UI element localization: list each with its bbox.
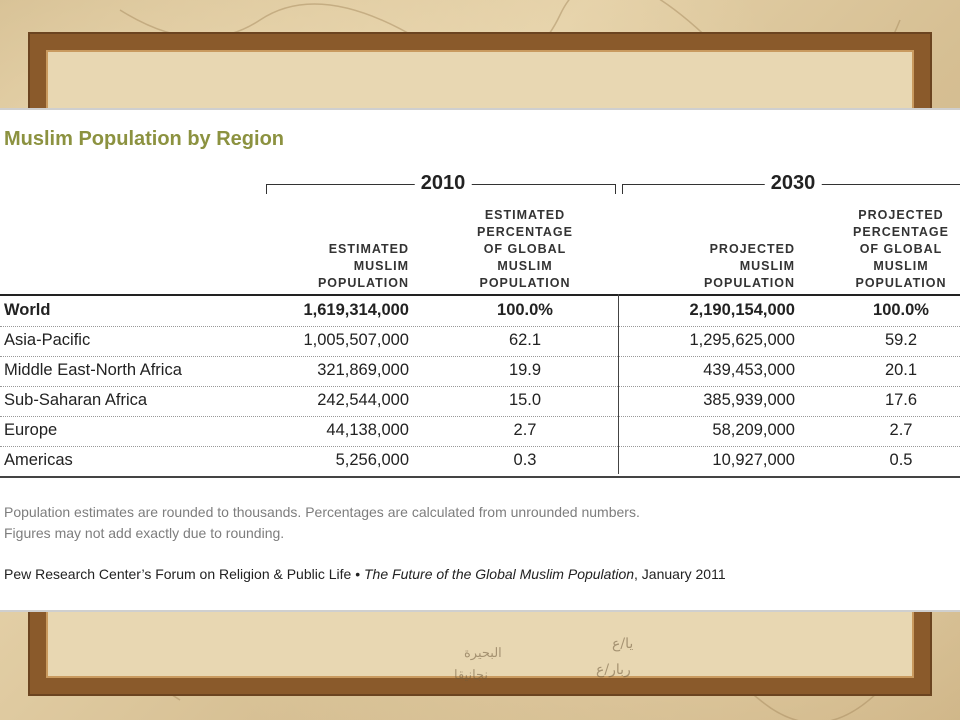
population-2030: 439,453,000 (703, 361, 795, 379)
population-2030: 385,939,000 (703, 391, 795, 409)
table-row: Asia-Pacific 1,005,507,000 62.1 1,295,62… (0, 326, 960, 357)
column-header-projected-percentage: PROJECTED PERCENTAGE OF GLOBAL MUSLIM PO… (853, 208, 949, 290)
source-credit: Pew Research Center’s Forum on Religion … (4, 566, 726, 582)
region-name: Asia-Pacific (4, 331, 91, 349)
percentage-2010: 0.3 (513, 451, 537, 469)
percentage-2030: 0.5 (889, 451, 913, 469)
map-label: ربار/ع (596, 662, 631, 678)
population-2030: 1,295,625,000 (689, 331, 795, 349)
table-title: Muslim Population by Region (4, 128, 284, 150)
table-row: Middle East-North Africa 321,869,000 19.… (0, 356, 960, 387)
percentage-2010: 2.7 (513, 421, 537, 439)
source-prefix: Pew Research Center’s Forum on Religion … (4, 566, 364, 582)
percentage-2030: 17.6 (884, 391, 918, 409)
table-row: World 1,619,314,000 100.0% 2,190,154,000… (0, 296, 960, 327)
region-name: Sub-Saharan Africa (4, 391, 148, 409)
header-rule (0, 294, 960, 296)
region-name: Middle East-North Africa (4, 361, 182, 379)
percentage-2030: 100.0% (873, 301, 929, 319)
population-2010: 242,544,000 (317, 391, 409, 409)
column-header-estimated-percentage: ESTIMATED PERCENTAGE OF GLOBAL MUSLIM PO… (477, 208, 573, 290)
population-2030: 2,190,154,000 (689, 301, 795, 319)
table-row: Sub-Saharan Africa 242,544,000 15.0 385,… (0, 386, 960, 417)
population-2030: 10,927,000 (712, 451, 795, 469)
column-header-estimated-population: ESTIMATED MUSLIM POPULATION (317, 242, 409, 290)
table-row: Americas 5,256,000 0.3 10,927,000 0.5 (0, 446, 960, 478)
footnote: Population estimates are rounded to thou… (4, 504, 640, 541)
table-row: Europe 44,138,000 2.7 58,209,000 2.7 (0, 416, 960, 447)
percentage-2030: 20.1 (884, 361, 918, 379)
source-suffix: , January 2011 (634, 566, 726, 582)
column-header-projected-population: PROJECTED MUSLIM POPULATION (703, 242, 795, 290)
percentage-2010: 19.9 (508, 361, 542, 379)
percentage-2030: 2.7 (889, 421, 913, 439)
percentage-2010: 62.1 (508, 331, 542, 349)
year-label-2030: 2030 (764, 172, 822, 195)
population-2010: 1,005,507,000 (303, 331, 409, 349)
population-2010: 1,619,314,000 (303, 301, 409, 319)
table-panel: Muslim Population by Region 2010 2030 ES… (0, 108, 960, 612)
map-label: يا/ع (612, 636, 634, 652)
percentage-2010: 100.0% (497, 301, 553, 319)
map-label: نجانيقا (454, 668, 489, 683)
population-2030: 58,209,000 (712, 421, 795, 439)
region-name: World (4, 301, 51, 319)
population-2010: 321,869,000 (317, 361, 409, 379)
year-divider-line (618, 294, 619, 474)
population-2010: 5,256,000 (335, 451, 409, 469)
region-name: Europe (4, 421, 58, 439)
map-label: البحيرة (464, 646, 502, 661)
population-2010: 44,138,000 (326, 421, 409, 439)
percentage-2030: 59.2 (884, 331, 918, 349)
region-name: Americas (4, 451, 73, 469)
percentage-2010: 15.0 (508, 391, 542, 409)
year-label-2010: 2010 (414, 172, 472, 195)
source-title: The Future of the Global Muslim Populati… (364, 566, 635, 582)
